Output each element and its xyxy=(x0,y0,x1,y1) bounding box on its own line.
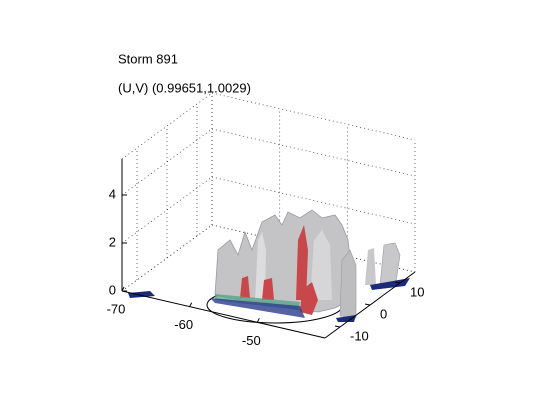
gray-highlight xyxy=(310,230,332,300)
z-tick-label: 4 xyxy=(109,186,116,201)
red-surface xyxy=(300,282,318,315)
gray-surface xyxy=(339,249,357,319)
z-tick-label: 0 xyxy=(109,282,116,297)
x-tick xyxy=(189,302,193,307)
x-tick xyxy=(256,318,260,323)
chart-subtitle: (U,V) (0.99651,1.0029) xyxy=(118,80,251,95)
y-tick xyxy=(394,281,401,284)
x-tick-label: -50 xyxy=(242,333,261,348)
y-tick xyxy=(334,325,341,328)
grid-line xyxy=(211,176,416,225)
x-tick xyxy=(121,286,125,292)
blue-surface xyxy=(370,278,410,290)
red-surface xyxy=(262,278,274,300)
x-tick-label: -70 xyxy=(107,301,126,316)
grid-line xyxy=(211,128,416,177)
gray-highlight xyxy=(255,232,266,300)
blue-surface xyxy=(128,291,155,298)
blue-surface xyxy=(210,298,305,318)
z-tick-label: 2 xyxy=(109,234,116,249)
red-surface xyxy=(296,225,308,300)
x-axis xyxy=(121,290,326,339)
y-tick-label: -10 xyxy=(350,328,369,343)
wall-edge xyxy=(211,92,416,141)
blue-surface xyxy=(336,315,356,322)
x-tick-label: -60 xyxy=(174,317,193,332)
gray-surface xyxy=(365,248,376,285)
red-surface xyxy=(240,276,250,298)
chart-title: Storm 891 xyxy=(118,51,178,66)
y-tick xyxy=(364,303,371,306)
isosurface xyxy=(128,209,410,324)
y-tick-label: 0 xyxy=(380,306,387,321)
axes: 0 2 4 -70 -60 -50 -10 0 10 xyxy=(107,159,424,348)
y-tick-label: 10 xyxy=(410,284,424,299)
